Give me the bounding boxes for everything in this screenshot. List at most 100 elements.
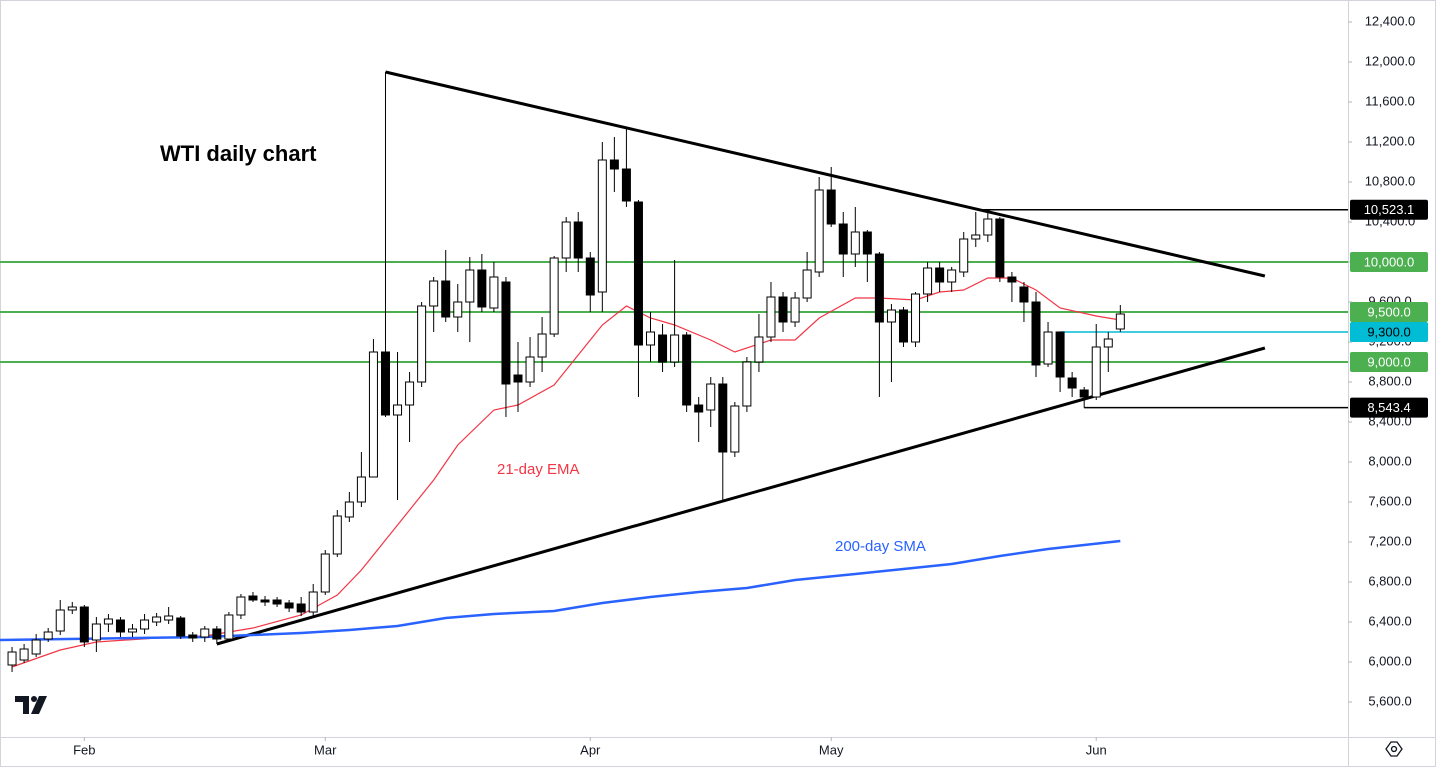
candle-body bbox=[417, 305, 427, 383]
level-box bbox=[1350, 322, 1428, 342]
candle-body bbox=[67, 606, 77, 611]
candle-body bbox=[609, 159, 619, 170]
candle-body bbox=[212, 628, 222, 640]
candle-body bbox=[236, 596, 246, 616]
candle-body bbox=[380, 351, 390, 416]
candle-body bbox=[501, 281, 511, 385]
candle-body bbox=[874, 253, 884, 323]
x-tick-label: Mar bbox=[314, 742, 337, 757]
y-tick-label: 6,000.0 bbox=[1368, 653, 1411, 668]
candle-body bbox=[983, 218, 993, 236]
candle-body bbox=[862, 231, 872, 255]
candle-body bbox=[31, 639, 41, 655]
candle-body bbox=[176, 617, 186, 637]
candle-body bbox=[1043, 331, 1053, 365]
level-label: 9,500.0 bbox=[1367, 304, 1410, 319]
candle-body bbox=[935, 267, 945, 283]
y-tick-label: 11,600.0 bbox=[1365, 93, 1415, 108]
candle-body bbox=[453, 301, 463, 318]
candle-body bbox=[561, 221, 571, 259]
y-tick-label: 12,000.0 bbox=[1365, 53, 1416, 68]
candle-body bbox=[284, 602, 294, 609]
candle-body bbox=[1103, 338, 1113, 348]
x-tick-label: Feb bbox=[73, 742, 95, 757]
candle-body bbox=[814, 189, 824, 273]
y-tick-label: 8,000.0 bbox=[1368, 453, 1411, 468]
plot-area bbox=[0, 70, 1348, 672]
candle-body bbox=[320, 553, 330, 593]
candle-body bbox=[140, 619, 150, 630]
candle-body bbox=[393, 404, 403, 416]
candle-body bbox=[898, 309, 908, 343]
candle-body bbox=[441, 280, 451, 318]
candle-body bbox=[790, 297, 800, 323]
candle-body bbox=[308, 591, 318, 613]
candle-body bbox=[7, 651, 17, 666]
trendline bbox=[385, 70, 1266, 278]
candle-body bbox=[489, 276, 499, 309]
candle-body bbox=[621, 168, 631, 202]
candle-body bbox=[886, 309, 896, 323]
candle-body bbox=[597, 159, 607, 293]
trendline bbox=[216, 346, 1266, 646]
level-label: 10,000.0 bbox=[1364, 254, 1415, 269]
candle-body bbox=[1031, 301, 1041, 366]
settings-button[interactable] bbox=[1385, 741, 1403, 757]
candle-body bbox=[188, 634, 198, 639]
axes: 5,600.0 6,000.0 6,400.0 6,800.0 7,200.0 7,600… bbox=[73, 13, 1428, 757]
candle-body bbox=[164, 615, 174, 621]
level-box bbox=[1350, 302, 1428, 322]
level-box bbox=[1350, 352, 1428, 372]
candle-body bbox=[115, 619, 125, 633]
line-label: 21-day EMA bbox=[497, 461, 580, 478]
x-tick-label: May bbox=[819, 742, 844, 757]
x-tick-label: Jun bbox=[1086, 742, 1107, 757]
candle-body bbox=[128, 628, 138, 633]
candle-body bbox=[549, 257, 559, 335]
candle-body bbox=[296, 603, 306, 613]
candle-body bbox=[1019, 286, 1029, 303]
candle-body bbox=[79, 606, 89, 643]
candle-body bbox=[633, 201, 643, 346]
level-box bbox=[1350, 252, 1428, 272]
candle-body bbox=[1055, 331, 1065, 378]
candle-body bbox=[272, 599, 282, 605]
candle-body bbox=[356, 476, 366, 503]
candle-body bbox=[911, 293, 921, 343]
candle-body bbox=[838, 223, 848, 255]
candle-body bbox=[152, 616, 162, 623]
candle-body bbox=[718, 383, 728, 453]
candle-body bbox=[826, 189, 836, 225]
candle-body bbox=[1091, 346, 1101, 398]
y-tick-label: 8,800.0 bbox=[1368, 373, 1411, 388]
candle-body bbox=[1007, 276, 1017, 283]
level-box bbox=[1350, 397, 1428, 418]
candle-body bbox=[43, 631, 53, 640]
candle-body bbox=[465, 269, 475, 303]
candle-body bbox=[959, 238, 969, 273]
candle-body bbox=[200, 628, 210, 638]
candle-body bbox=[368, 351, 378, 478]
level-box bbox=[1350, 199, 1428, 220]
candle-body bbox=[1067, 377, 1077, 389]
candle-body bbox=[585, 257, 595, 296]
candle-body bbox=[995, 218, 1005, 278]
candle-body bbox=[513, 374, 523, 383]
y-tick-label: 12,400.0 bbox=[1365, 13, 1416, 28]
candle-body bbox=[405, 381, 415, 406]
candle-body bbox=[103, 618, 113, 625]
candle-body bbox=[923, 267, 933, 295]
y-tick-label: 6,800.0 bbox=[1368, 573, 1411, 588]
candle-body bbox=[850, 231, 860, 255]
line-label: 200-day SMA bbox=[835, 538, 926, 555]
level-label: 9,300.0 bbox=[1367, 324, 1410, 339]
y-tick-label: 7,600.0 bbox=[1368, 493, 1411, 508]
candle-body bbox=[706, 383, 716, 411]
candle-body bbox=[537, 333, 547, 358]
candle-body bbox=[19, 648, 29, 661]
level-label: 9,000.0 bbox=[1367, 354, 1410, 369]
candle-body bbox=[573, 221, 583, 259]
